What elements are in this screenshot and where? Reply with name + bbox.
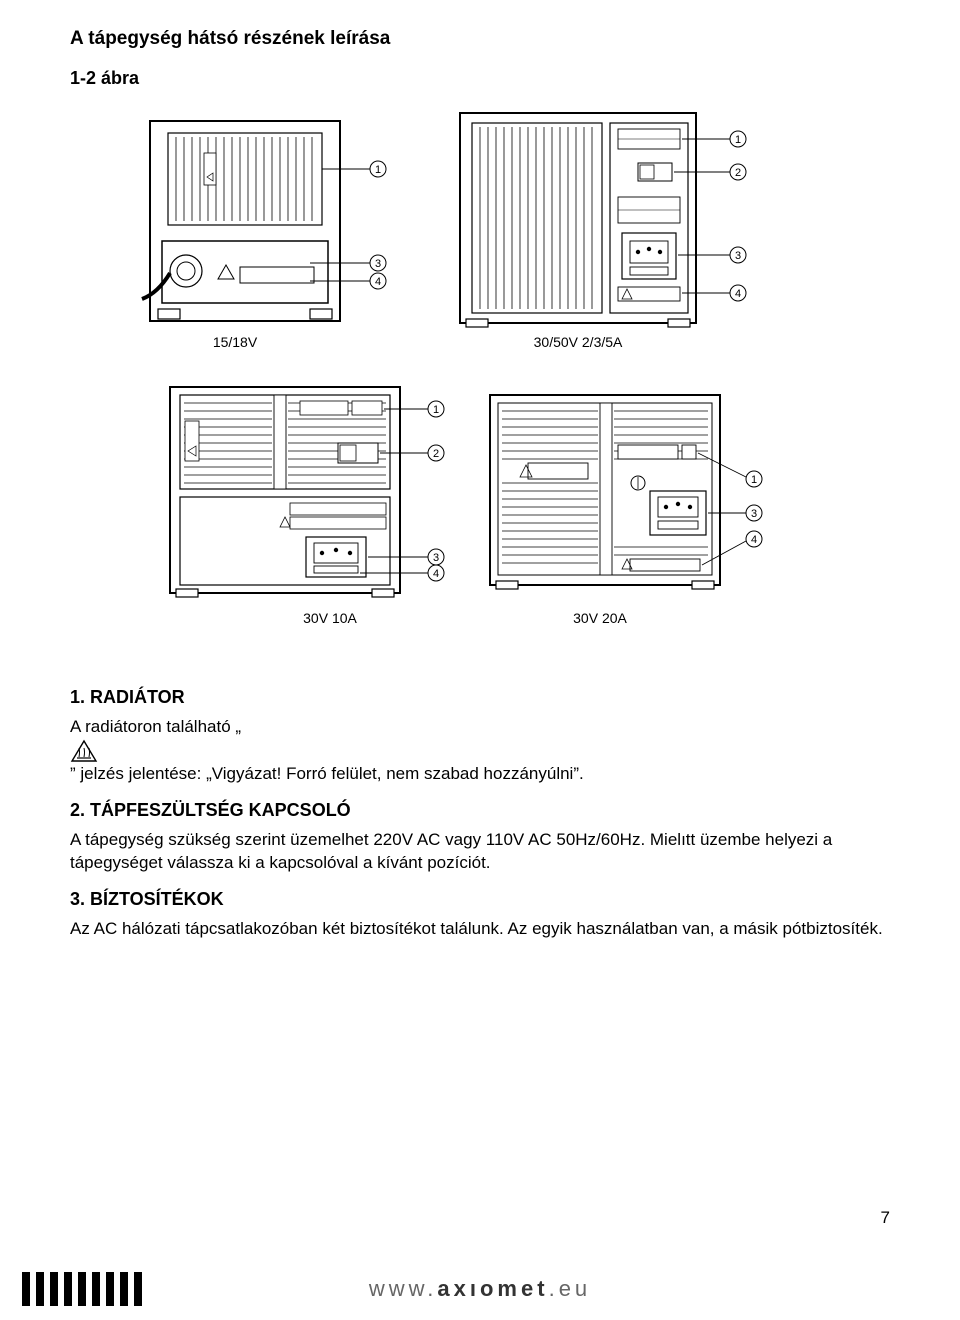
footer-brand: axıomet — [437, 1276, 548, 1301]
label-30v-10a: 30V 10A — [303, 610, 357, 626]
s1-p1a: A radiátoron található „ — [70, 717, 241, 736]
section-1-head: 1. RADIÁTOR — [70, 687, 890, 708]
page-footer: www.axıomet.eu — [0, 1258, 960, 1320]
s1-p1b: ” jelzés jelentése: „Vigyázat! Forró fel… — [70, 764, 584, 783]
svg-text:1: 1 — [375, 164, 381, 176]
footer-url: www.axıomet.eu — [369, 1276, 591, 1302]
page-number: 7 — [881, 1208, 890, 1228]
svg-text:4: 4 — [735, 288, 741, 300]
hot-surface-icon — [70, 739, 98, 763]
svg-text:1: 1 — [433, 404, 439, 416]
svg-text:2: 2 — [735, 167, 741, 179]
label-15-18v: 15/18V — [213, 334, 258, 350]
figure-1-2: 1 3 4 15/18V — [130, 103, 890, 663]
footer-dot2: . — [549, 1276, 559, 1301]
page-title: A tápegység hátsó részének leírása — [70, 28, 890, 50]
section-2-head: 2. TÁPFESZÜLTSÉG KAPCSOLÓ — [70, 800, 890, 821]
svg-text:4: 4 — [751, 534, 757, 546]
svg-text:3: 3 — [751, 508, 757, 520]
svg-text:1: 1 — [751, 474, 757, 486]
page: A tápegység hátsó részének leírása 1-2 á… — [0, 0, 960, 1320]
section-1-paragraph: A radiátoron található „ ” jelzés jelent… — [70, 716, 890, 786]
svg-text:4: 4 — [433, 568, 439, 580]
section-3-paragraph: Az AC hálózati tápcsatlakozóban két bizt… — [70, 918, 890, 941]
svg-text:3: 3 — [433, 552, 439, 564]
footer-www: www — [369, 1276, 427, 1301]
label-30v-20a: 30V 20A — [573, 610, 627, 626]
svg-text:1: 1 — [735, 134, 741, 146]
section-3-head: 3. BÍZTOSÍTÉKOK — [70, 889, 890, 910]
svg-text:3: 3 — [735, 250, 741, 262]
footer-dot1: . — [427, 1276, 437, 1301]
svg-text:4: 4 — [375, 276, 381, 288]
label-30-50v: 30/50V 2/3/5A — [534, 334, 623, 350]
svg-text:3: 3 — [375, 258, 381, 270]
footer-bars-icon — [22, 1272, 142, 1306]
section-2-paragraph: A tápegység szükség szerint üzemelhet 22… — [70, 829, 890, 875]
svg-text:2: 2 — [433, 448, 439, 460]
figure-reference: 1-2 ábra — [70, 68, 890, 89]
diagram-svg: 1 3 4 15/18V — [130, 103, 770, 663]
footer-tld: eu — [559, 1276, 591, 1301]
